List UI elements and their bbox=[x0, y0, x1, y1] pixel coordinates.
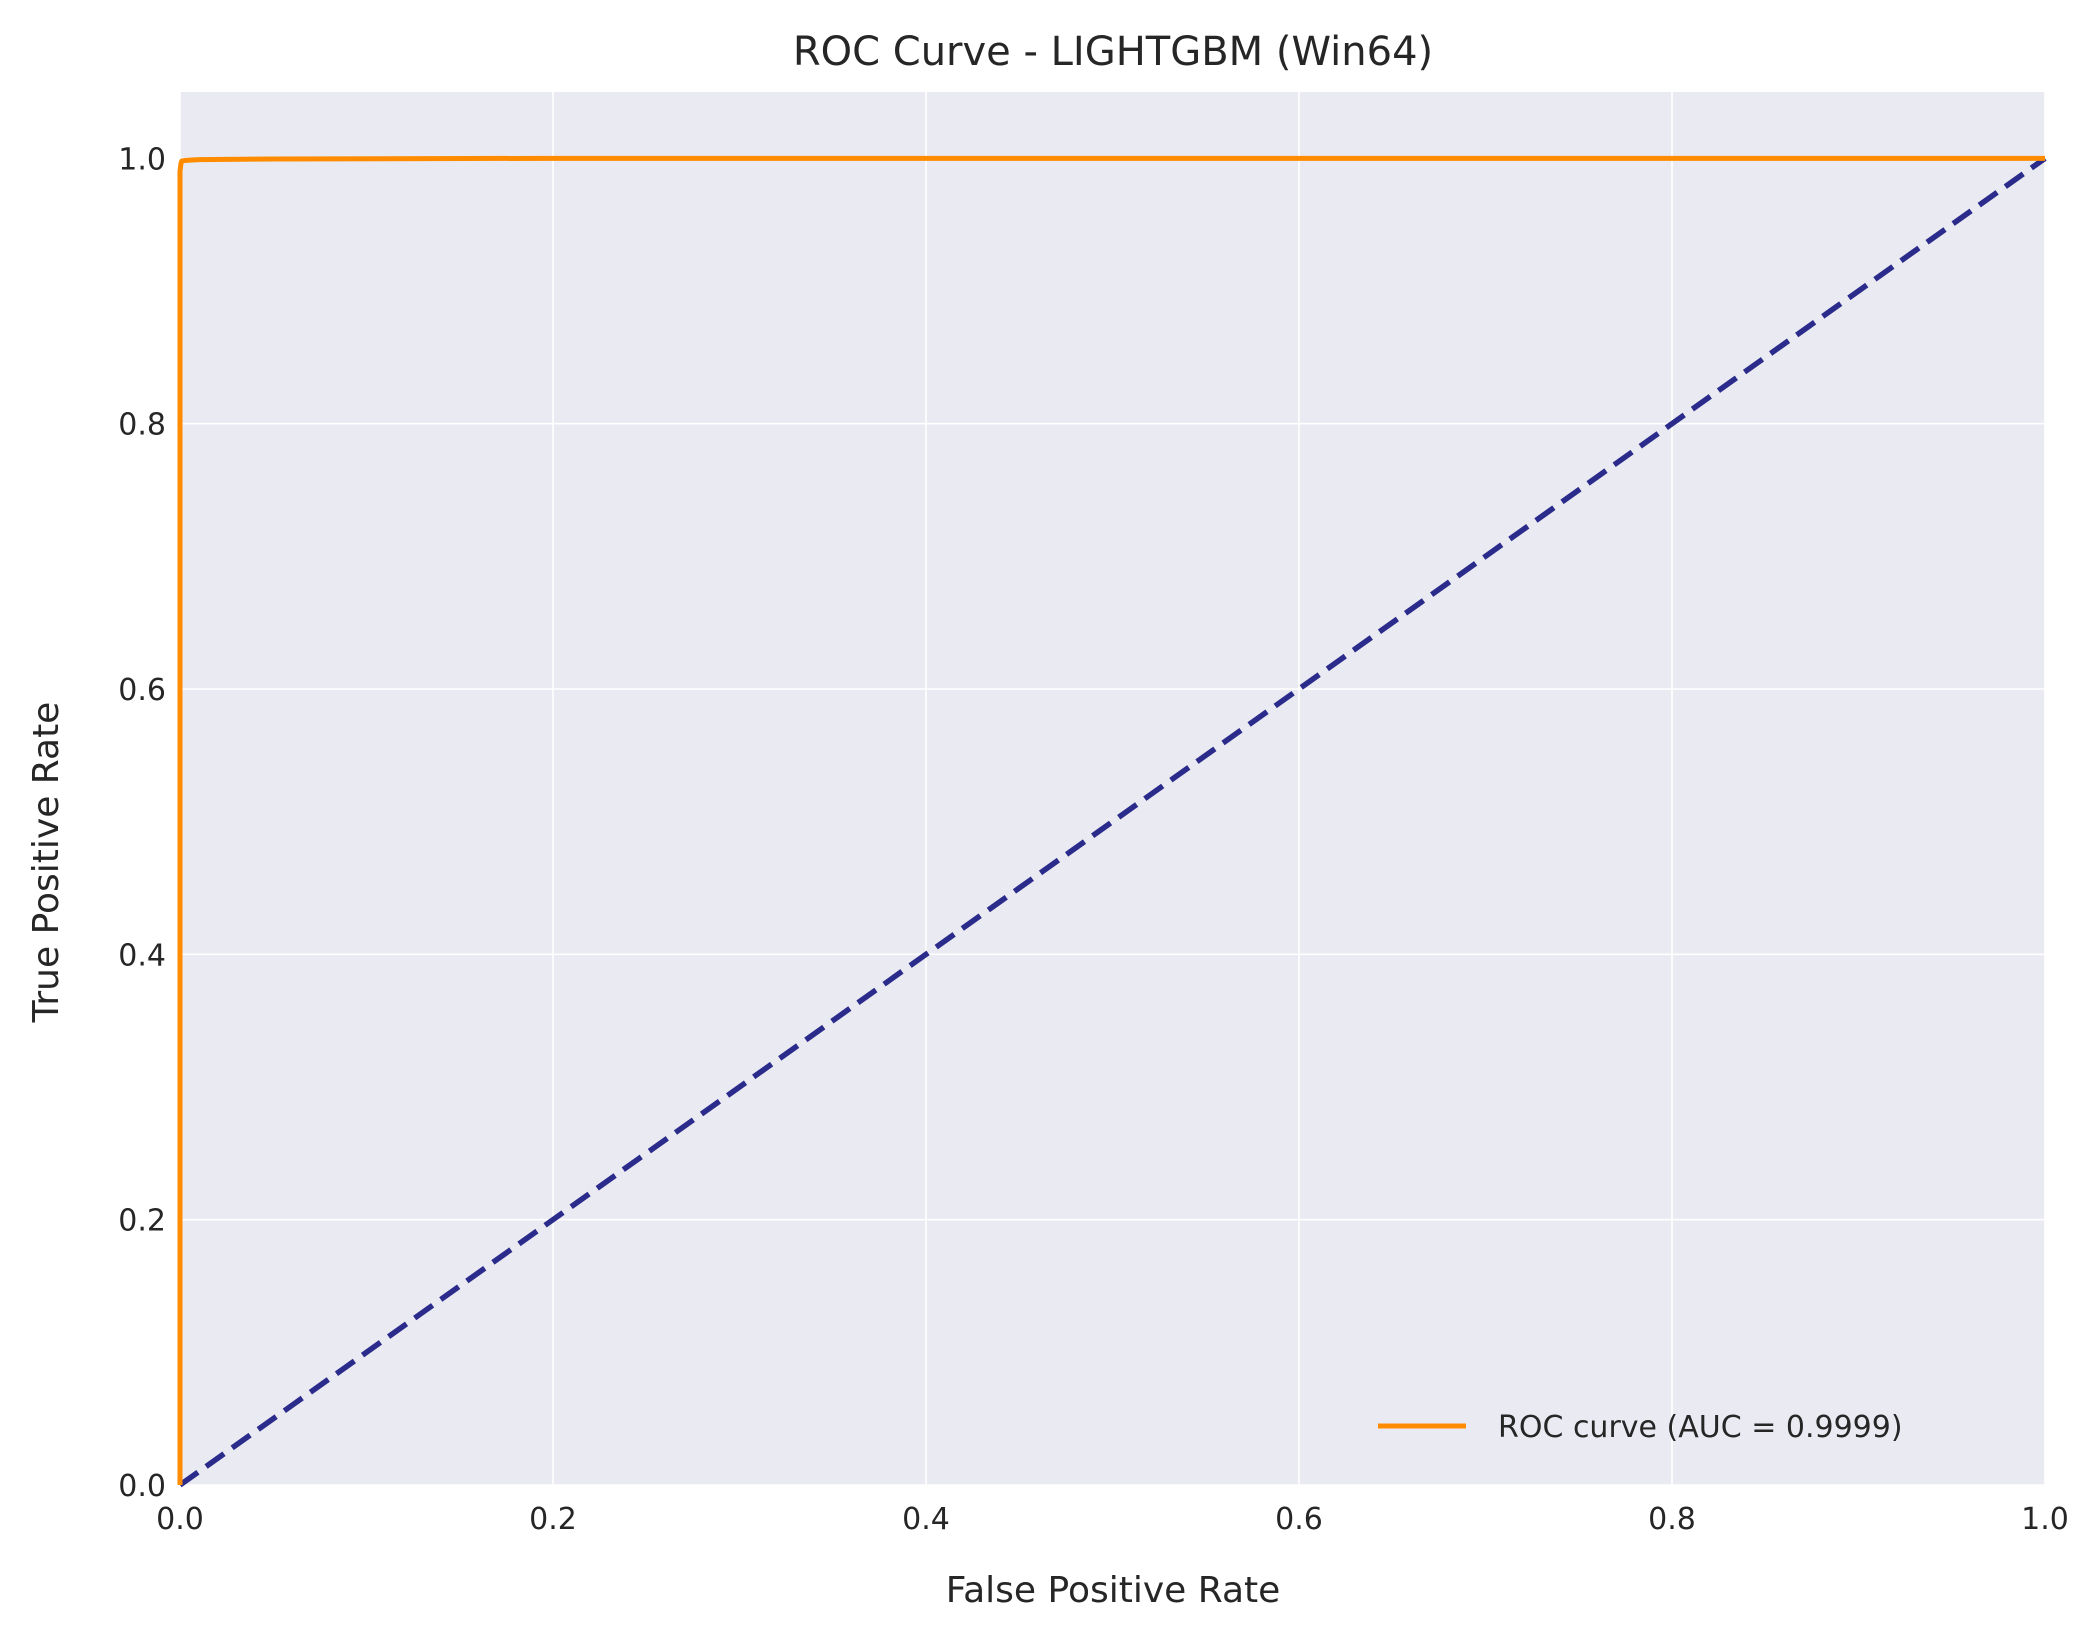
x-tick-label: 0.8 bbox=[1648, 1502, 1696, 1537]
x-tick-label: 0.4 bbox=[902, 1502, 950, 1537]
y-axis-label: True Positive Rate bbox=[26, 702, 67, 1024]
x-tick-label: 0.2 bbox=[529, 1502, 577, 1537]
chart-title: ROC Curve - LIGHTGBM (Win64) bbox=[793, 29, 1433, 75]
roc-curve-line bbox=[177, 155, 2045, 1485]
y-axis-ticks: 0.0 0.2 0.4 0.6 0.8 1.0 bbox=[118, 142, 166, 1504]
legend: ROC curve (AUC = 0.9999) bbox=[1378, 1410, 1903, 1445]
series-layer bbox=[177, 155, 2047, 1488]
x-tick-label: 1.0 bbox=[2021, 1502, 2069, 1537]
y-tick-label: 0.8 bbox=[118, 408, 166, 443]
y-tick-label: 0.4 bbox=[118, 938, 166, 973]
y-tick-label: 1.0 bbox=[118, 142, 166, 177]
x-axis-label: False Positive Rate bbox=[946, 1570, 1281, 1611]
legend-label: ROC curve (AUC = 0.9999) bbox=[1498, 1410, 1903, 1445]
x-axis-ticks: 0.0 0.2 0.4 0.6 0.8 1.0 bbox=[156, 1502, 2069, 1537]
plot-area bbox=[180, 92, 2045, 1485]
diagonal-reference-line bbox=[178, 156, 2047, 1488]
x-tick-label: 0.0 bbox=[156, 1502, 204, 1537]
y-tick-label: 0.2 bbox=[118, 1204, 166, 1239]
y-tick-label: 0.6 bbox=[118, 673, 166, 708]
x-tick-label: 0.6 bbox=[1275, 1502, 1323, 1537]
y-tick-label: 0.0 bbox=[118, 1469, 166, 1504]
